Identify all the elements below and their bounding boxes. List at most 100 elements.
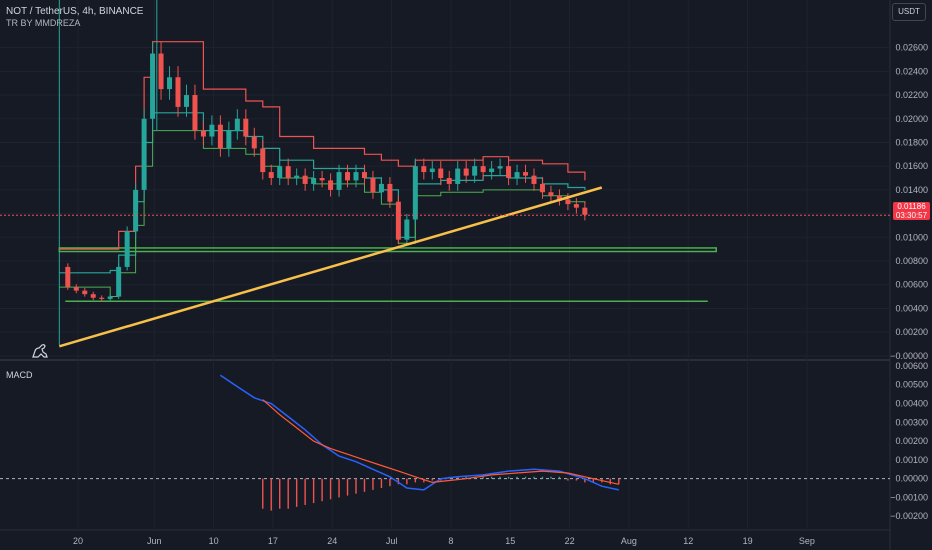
macd-tick-label: −0.00200 <box>890 511 928 521</box>
macd-histogram-bar <box>465 476 467 479</box>
bar-countdown: 03:30:57 <box>895 211 928 220</box>
candle-body <box>124 231 130 267</box>
price-tick-label: 0.02400 <box>895 66 928 76</box>
macd-tick-label: −0.00100 <box>890 492 928 502</box>
time-tick-label: 19 <box>743 536 753 546</box>
candle-body <box>133 189 139 232</box>
candle-body <box>192 95 198 131</box>
candle-body <box>251 136 257 149</box>
candle-body <box>141 118 147 190</box>
price-tick-label: −0.00000 <box>890 351 928 361</box>
macd-histogram-bar <box>533 476 535 479</box>
macd-title: MACD <box>6 370 33 380</box>
trend-line[interactable] <box>58 186 603 348</box>
candle-body <box>565 199 571 205</box>
candle-body <box>302 175 308 184</box>
candle-body <box>311 178 317 184</box>
last-price-tag: 0.01186 03:30:57 <box>893 202 930 220</box>
macd-histogram-bar <box>507 476 510 479</box>
candle-body <box>345 172 351 181</box>
candle-body <box>387 183 393 202</box>
time-tick-label: 22 <box>565 536 575 546</box>
support-zone[interactable] <box>58 247 717 253</box>
macd-histogram-bar <box>490 476 493 479</box>
price-tick-label: 0.00600 <box>895 280 928 290</box>
indicator-name: TR BY MMDREZA <box>6 18 81 28</box>
macd-histogram-bar <box>499 476 501 479</box>
candle-body <box>107 296 113 299</box>
macd-line <box>219 374 619 491</box>
macd-histogram-bar <box>618 478 620 485</box>
candle-body <box>370 178 376 193</box>
macd-histogram-bar <box>575 478 578 481</box>
macd-histogram-bar <box>312 478 315 504</box>
last-price: 0.01186 <box>897 202 926 211</box>
price-tick-label: 0.01000 <box>895 232 928 242</box>
macd-histogram-bar <box>363 478 366 492</box>
macd-histogram-bar <box>380 478 383 489</box>
macd-tick-label: 0.00500 <box>895 380 928 390</box>
candle-body <box>480 166 486 173</box>
candle-body <box>234 118 240 131</box>
candle-body <box>209 124 215 137</box>
candle-body <box>531 175 537 184</box>
macd-signal-line <box>262 399 619 485</box>
price-tick-label: 0.00400 <box>895 303 928 313</box>
candle-body <box>421 166 427 173</box>
time-tick-label: 24 <box>327 536 337 546</box>
macd-tick-label: 0.00300 <box>895 417 928 427</box>
currency-button[interactable]: USDT <box>892 3 926 21</box>
price-tick-label: 0.01800 <box>895 137 928 147</box>
candle-body <box>353 172 359 181</box>
macd-histogram-bar <box>279 478 281 509</box>
macd-histogram-bar <box>397 478 400 485</box>
mid-band-line <box>59 112 586 274</box>
macd-histogram-bar <box>346 478 349 496</box>
candle-body <box>429 168 435 173</box>
candle-body <box>523 172 529 176</box>
candle-body <box>73 287 79 291</box>
macd-histogram-bar <box>295 478 298 507</box>
upper-band-line <box>59 41 586 250</box>
time-tick-label: 17 <box>268 536 278 546</box>
macd-histogram-bar <box>406 478 408 485</box>
price-tick-label: 0.01400 <box>895 185 928 195</box>
macd-histogram-bar <box>329 478 332 500</box>
macd-histogram-bar <box>558 476 561 479</box>
macd-histogram-bar <box>270 478 272 511</box>
macd-tick-label: 0.00600 <box>895 361 928 371</box>
macd-tick-label: 0.00400 <box>895 398 928 408</box>
candle-body <box>395 201 401 240</box>
macd-histogram-bar <box>389 478 391 487</box>
macd-histogram-bar <box>584 478 586 483</box>
candle-body <box>573 204 579 208</box>
candle-body <box>200 130 206 137</box>
macd-histogram-bar <box>524 476 527 479</box>
candle-body <box>328 180 334 190</box>
candle-body <box>472 166 478 176</box>
candle-body <box>336 172 342 190</box>
candle-body <box>268 172 274 179</box>
candle-body <box>438 168 444 179</box>
candle-body <box>404 219 410 240</box>
time-tick-label: Aug <box>621 536 637 546</box>
candle-body <box>158 53 164 90</box>
candle-body <box>455 168 461 184</box>
candle-body <box>514 172 520 179</box>
candle-body <box>463 168 469 176</box>
candle-body <box>497 166 503 169</box>
macd-histogram-bar <box>355 478 357 494</box>
macd-histogram-bar <box>321 478 323 502</box>
macd-histogram-bar <box>541 476 544 479</box>
candle-body <box>539 183 545 193</box>
candle-body <box>99 297 105 299</box>
time-tick-label: Jul <box>386 536 398 546</box>
candle-body <box>116 266 122 297</box>
time-tick-label: 20 <box>73 536 83 546</box>
candle-body <box>217 124 223 149</box>
macd-tick-label: 0.00000 <box>895 474 928 484</box>
candle-body <box>226 130 232 149</box>
macd-histogram-bar <box>414 478 417 483</box>
tradingview-dino-icon <box>32 344 48 358</box>
